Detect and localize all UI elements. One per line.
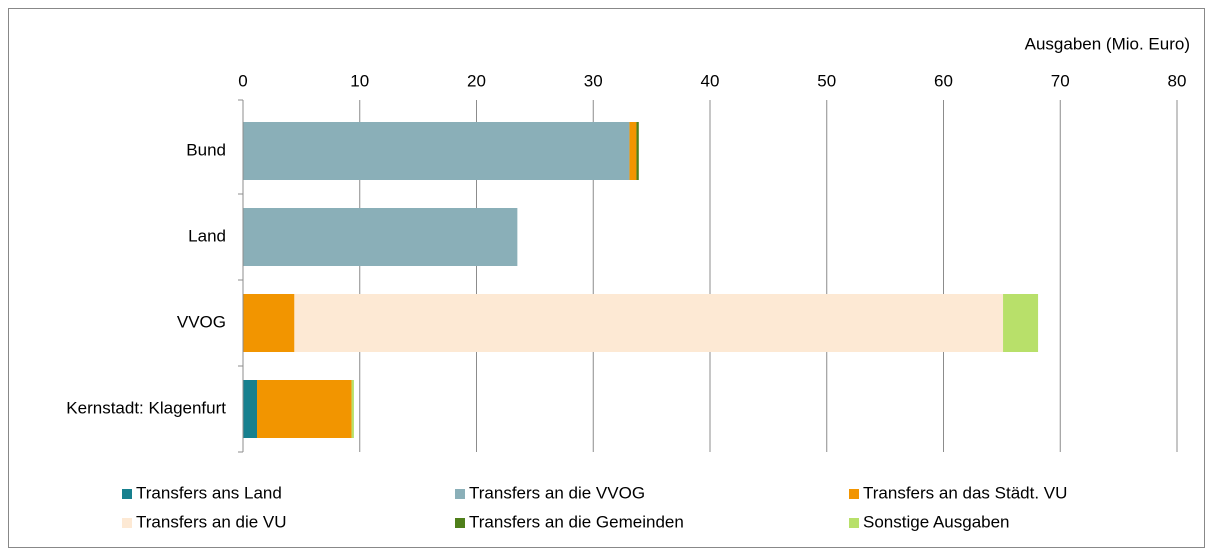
legend-label: Transfers an die VVOG — [469, 483, 645, 502]
x-tick-label: 10 — [350, 71, 369, 90]
bar-segment — [351, 380, 354, 438]
legend-label: Transfers ans Land — [136, 483, 282, 502]
bar-segment — [243, 122, 630, 180]
legend-swatch — [455, 489, 465, 499]
legend-swatch — [455, 518, 465, 528]
legend-swatch — [122, 489, 132, 499]
x-tick-label: 80 — [1168, 71, 1187, 90]
x-tick-label: 40 — [701, 71, 720, 90]
bar-segment — [636, 122, 639, 180]
bar-segment — [294, 294, 1004, 352]
x-tick-label: 30 — [584, 71, 603, 90]
y-tick-label: VVOG — [177, 312, 226, 331]
y-tick-label: Land — [188, 226, 226, 245]
y-tick-label: Kernstadt: Klagenfurt — [66, 398, 226, 417]
x-tick-label: 70 — [1051, 71, 1070, 90]
bar-segment — [1003, 294, 1039, 352]
x-tick-label: 50 — [817, 71, 836, 90]
bar-segment — [243, 380, 258, 438]
bar-segment — [243, 208, 518, 266]
bar-segment — [257, 380, 352, 438]
legend-swatch — [849, 518, 859, 528]
bar-segment — [243, 294, 295, 352]
legend-label: Transfers an die VU — [136, 512, 287, 531]
chart-border — [8, 8, 1205, 548]
legend-swatch — [849, 489, 859, 499]
x-tick-label: 20 — [467, 71, 486, 90]
legend-label: Transfers an das Städt. VU — [863, 483, 1067, 502]
legend-label: Transfers an die Gemeinden — [469, 512, 684, 531]
x-tick-label: 0 — [238, 71, 247, 90]
legend-swatch — [122, 518, 132, 528]
legend-label: Sonstige Ausgaben — [863, 512, 1010, 531]
axis-title: Ausgaben (Mio. Euro) — [1025, 34, 1190, 53]
y-tick-label: Bund — [186, 140, 226, 159]
x-tick-label: 60 — [934, 71, 953, 90]
bar-segment — [629, 122, 637, 180]
